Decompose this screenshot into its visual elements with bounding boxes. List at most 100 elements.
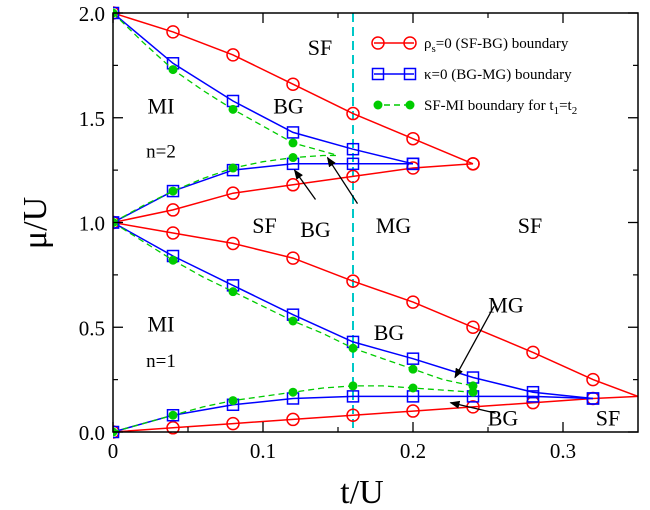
legend: ρs=0 (SF-BG) boundary κ=0 (BG-MG) boundar… [371, 36, 577, 117]
series-0-curve-0-point-4 [346, 106, 360, 121]
series-2-curve-0-line [113, 12, 339, 157]
series-0-curve-2-point-1 [166, 226, 180, 240]
y-axis-label: μ/U [17, 197, 54, 249]
annotation-arrow-2 [454, 305, 495, 379]
x-tick-label-0: 0 [108, 439, 119, 463]
series-0-curve-3-point-4 [346, 408, 360, 422]
region-label-2: n=2 [146, 142, 176, 163]
region-label-3: BG [273, 94, 304, 119]
series-1-curve-1-line [113, 163, 413, 224]
annotation-arrow-3 [449, 400, 496, 414]
series-2-curve-1-line [113, 154, 338, 224]
series-0-curve-2-line [113, 221, 638, 398]
series-0-curve-0-point-5 [406, 131, 420, 146]
series-2-curve-0-point-6 [288, 138, 298, 148]
series-1-curve-1-point-1 [166, 184, 180, 198]
series-2-curve-1-point-4 [228, 163, 238, 173]
series-1-curve-3-point-8 [586, 392, 600, 405]
series-0-curve-3-line [113, 395, 638, 433]
series-0-curve-3-point-5 [406, 404, 420, 418]
legend-marker-1-b [403, 67, 417, 81]
region-label-4: SF [252, 213, 276, 238]
x-tick-label-3: 0.3 [550, 439, 576, 463]
series-0-curve-2-point-7 [526, 345, 540, 360]
region-label-10: BG [374, 320, 405, 345]
series-0-curve-3-point-2 [226, 416, 240, 431]
legend-label-2: SF-MI boundary for t1=t2 [424, 98, 577, 117]
region-label-7: SF [518, 213, 542, 238]
region-label-6: MG [376, 213, 412, 238]
series-1-curve-0-point-4 [346, 142, 360, 156]
region-label-11: MG [488, 293, 524, 318]
series-1-curve-1-point-5 [406, 157, 420, 171]
series-1-curve-3-point-7 [526, 390, 540, 403]
series-2-curve-2-point-10 [408, 364, 418, 374]
region-label-8: MI [148, 311, 175, 336]
annotation-arrow-0 [293, 169, 317, 200]
y-tick-label-3: 1.5 [79, 107, 105, 131]
legend-marker-2-a [373, 100, 383, 110]
series-0-curve-2-point-3 [286, 251, 300, 265]
series-0-curve-2-point-6 [466, 320, 480, 334]
series-0-curve-0-point-2 [226, 48, 240, 62]
series-0-curve-0-line [113, 12, 474, 165]
series-0-curve-2-point-2 [226, 236, 240, 251]
series-0-curve-1-point-6 [466, 157, 480, 171]
series-2-curve-0-point-2 [168, 65, 178, 75]
series-1-curve-1-point-4 [346, 157, 360, 171]
series-0-curve-0-point-1 [166, 25, 180, 39]
region-label-13: SF [596, 406, 620, 431]
legend-marker-2-b [405, 100, 415, 110]
series-0-curve-1-line [113, 163, 474, 224]
region-label-5: BG [300, 217, 331, 242]
series-1-curve-3-point-4 [346, 390, 360, 403]
series-2-curve-3-point-12 [468, 387, 478, 397]
region-label-12: BG [488, 406, 519, 431]
series-2-curve-1-point-6 [288, 153, 298, 163]
legend-label-0: ρs=0 (SF-BG) boundary [424, 36, 569, 55]
series-0-curve-3-point-1 [166, 421, 180, 435]
series-1-curve-3-point-1 [166, 408, 180, 422]
y-tick-label-2: 1.0 [79, 212, 105, 236]
region-label-9: n=1 [146, 351, 176, 372]
series-1-curve-3-line [113, 395, 594, 433]
series-2-curve-3-point-8 [348, 381, 358, 391]
series-2-curve-3-point-2 [168, 410, 178, 420]
series-2-curve-3-point-10 [408, 383, 418, 393]
series-0-curve-2-point-5 [406, 295, 420, 309]
legend-label-1: κ=0 (BG-MG) boundary [424, 67, 572, 83]
x-axis-label: t/U [340, 474, 383, 510]
annotation-arrow-1 [326, 156, 359, 204]
series-2-curve-3-point-4 [228, 396, 238, 406]
series-2-curve-0-point-4 [228, 104, 238, 114]
series-0-curve-2-point-4 [346, 274, 360, 288]
x-tick-label-2: 0.2 [400, 439, 426, 463]
series-1-curve-0-line [113, 12, 414, 165]
region-label-1: MI [148, 94, 175, 119]
axes: 0 0.1 0.2 0.3 0.0 0.5 1.0 1.5 2.0 [79, 2, 639, 463]
series-2-curve-2-point-4 [228, 287, 238, 297]
y-tick-label-0: 0.0 [79, 421, 105, 445]
series-0-curve-2-point-8 [586, 372, 600, 387]
series-2-curve-2-point-2 [168, 255, 178, 265]
series-0-curve-1-point-3 [286, 178, 300, 192]
series-2-curve-3-point-6 [288, 387, 298, 397]
series-0-curve-0-point-3 [286, 77, 300, 91]
y-tick-label-1: 0.5 [79, 316, 105, 340]
legend-marker-0-b [403, 36, 417, 50]
series-0-curve-1-point-4 [346, 169, 360, 184]
series-2-curve-1-point-2 [168, 186, 178, 196]
region-label-0: SF [308, 35, 332, 60]
legend-marker-0-a [371, 36, 385, 50]
y-tick-label-4: 2.0 [79, 2, 105, 26]
series-1-curve-0-point-3 [286, 126, 300, 139]
series-2-curve-2-point-12 [468, 381, 478, 391]
series-0-curve-1-point-2 [226, 186, 240, 200]
series-1-curve-2-line [113, 221, 594, 400]
series-1-curve-2-point-5 [406, 352, 420, 365]
series-0-curve-3-point-3 [286, 412, 300, 427]
x-tick-label-1: 0.1 [250, 439, 276, 463]
legend-marker-1-a [371, 67, 385, 81]
series-0-curve-1-point-1 [166, 203, 180, 217]
